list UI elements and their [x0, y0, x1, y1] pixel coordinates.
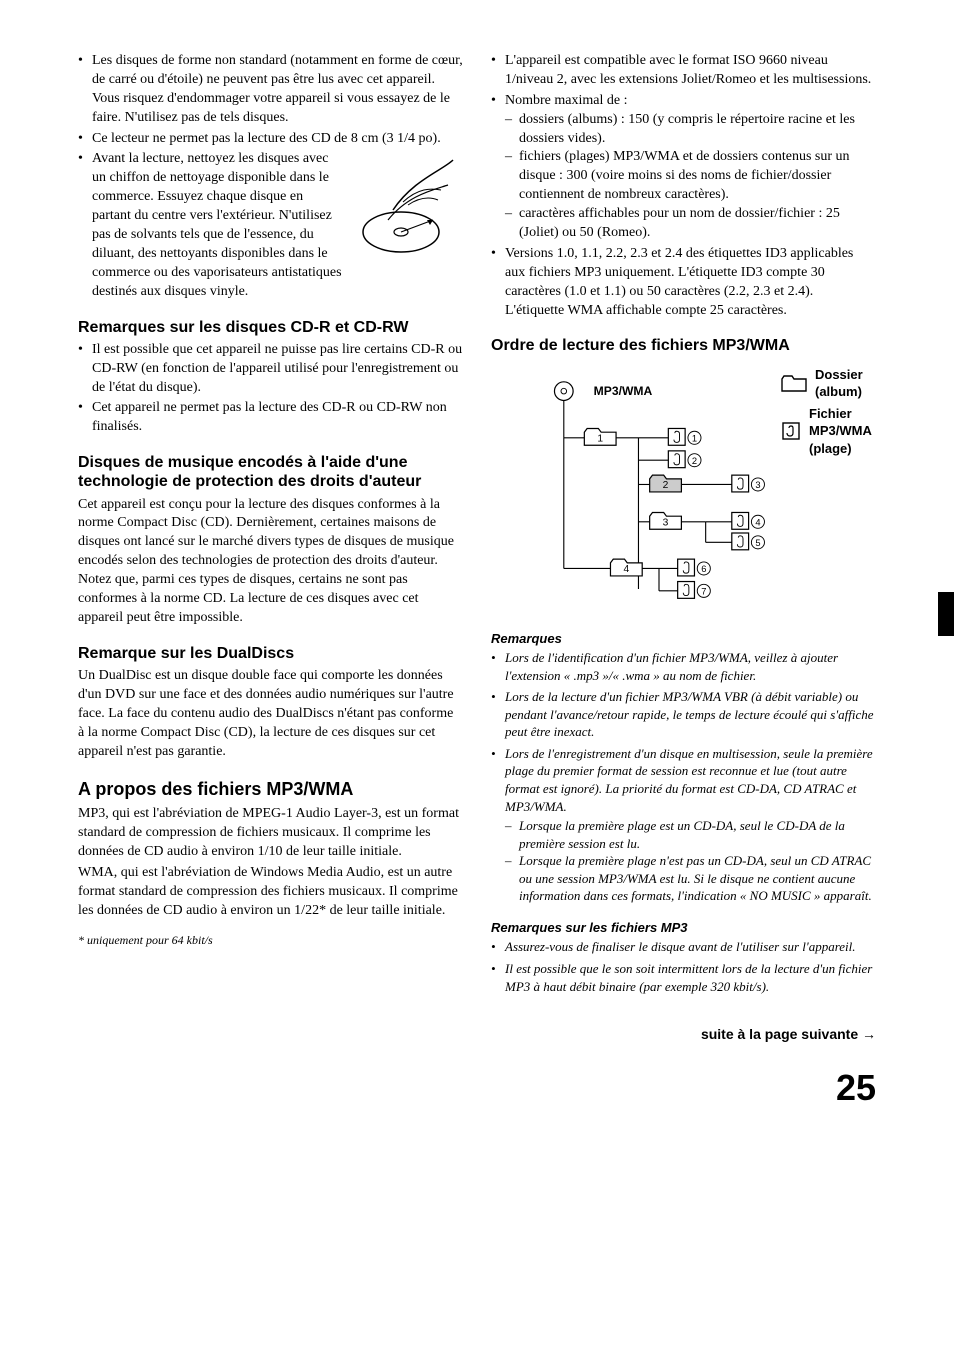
svg-text:MP3/WMA: MP3/WMA — [594, 384, 653, 398]
legend-folder: Dossier (album) — [781, 366, 876, 401]
list-item: caractères affichables pour un nom de do… — [505, 205, 876, 243]
heading-remarks-mp3: Remarques sur les fichiers MP3 — [491, 919, 876, 937]
page-number: 25 — [78, 1064, 876, 1113]
svg-text:2: 2 — [692, 456, 697, 466]
edge-tab-mark — [938, 592, 954, 636]
svg-text:7: 7 — [701, 586, 706, 596]
list-item: Les disques de forme non standard (notam… — [78, 52, 463, 128]
heading-drm: Disques de musique encodés à l'aide d'un… — [78, 453, 463, 491]
disc-cleaning-illustration — [353, 150, 463, 270]
list-item: Avant la lecture, nettoyez les disques a… — [78, 150, 463, 301]
heading-playback-order: Ordre de lecture des fichiers MP3/WMA — [491, 336, 876, 355]
svg-text:1: 1 — [597, 433, 603, 444]
list-item: Lors de l'enregistrement d'un disque en … — [491, 745, 876, 905]
svg-text:6: 6 — [701, 564, 706, 574]
remarks-section: Remarques Lors de l'identification d'un … — [491, 630, 876, 995]
list-item: fichiers (plages) MP3/WMA et de dossiers… — [505, 148, 876, 205]
list-item: Il est possible que le son soit intermit… — [491, 960, 876, 995]
paragraph-wma: WMA, qui est l'abréviation de Windows Me… — [78, 864, 463, 921]
svg-text:1: 1 — [692, 433, 697, 443]
two-column-layout: Les disques de forme non standard (notam… — [78, 52, 876, 1044]
remarks-mp3-list: Assurez-vous de finaliser le disque avan… — [491, 938, 876, 995]
heading-remarks: Remarques — [491, 630, 876, 648]
bullet-text: Lors de l'enregistrement d'un disque en … — [505, 746, 873, 814]
list-item: L'appareil est compatible avec le format… — [491, 52, 876, 90]
folder-icon — [781, 374, 807, 392]
list-item: Lorsque la première plage n'est pas un C… — [505, 852, 876, 905]
svg-text:4: 4 — [755, 517, 760, 527]
svg-text:4: 4 — [623, 564, 629, 575]
heading-mp3wma: A propos des fichiers MP3/WMA — [78, 779, 463, 801]
list-item: Ce lecteur ne permet pas la lecture des … — [78, 130, 463, 149]
cdr-bullet-list: Il est possible que cet appareil ne puis… — [78, 341, 463, 437]
bullet-text: Avant la lecture, nettoyez les disques a… — [92, 151, 342, 298]
max-values-list: dossiers (albums) : 150 (y compris le ré… — [505, 111, 876, 243]
legend-file: Fichier MP3/WMA (plage) — [781, 405, 876, 458]
compat-bullet-list: L'appareil est compatible avec le format… — [491, 52, 876, 320]
svg-text:3: 3 — [755, 480, 760, 490]
heading-dualdisc: Remarque sur les DualDiscs — [78, 644, 463, 663]
paragraph-dualdisc: Un DualDisc est un disque double face qu… — [78, 667, 463, 761]
list-item: Assurez-vous de finaliser le disque avan… — [491, 938, 876, 956]
list-item: Versions 1.0, 1.1, 2.2, 2.3 et 2.4 des é… — [491, 245, 876, 321]
intro-bullet-list: Les disques de forme non standard (notam… — [78, 52, 463, 302]
left-column: Les disques de forme non standard (notam… — [78, 52, 463, 1044]
remarks-list: Lors de l'identification d'un fichier MP… — [491, 649, 876, 905]
paragraph-drm: Cet appareil est conçu pour la lecture d… — [78, 496, 463, 628]
remarks-sublist: Lorsque la première plage est un CD-DA, … — [505, 817, 876, 905]
continue-label: suite à la page suivante — [701, 1026, 858, 1042]
list-item: Cet appareil ne permet pas la lecture de… — [78, 399, 463, 437]
continue-next-page: suite à la page suivante → — [491, 1025, 876, 1044]
list-item: dossiers (albums) : 150 (y compris le ré… — [505, 111, 876, 149]
legend-file-label: Fichier MP3/WMA (plage) — [809, 405, 876, 458]
tree-diagram-block: MP3/WMA 1 1 2 2 3 3 4 5 4 6 7 Dossier (album) Fichi… — [491, 366, 876, 616]
list-item: Lors de la lecture d'un fichier MP3/WMA … — [491, 688, 876, 741]
svg-text:5: 5 — [755, 538, 760, 548]
list-item: Il est possible que cet appareil ne puis… — [78, 341, 463, 398]
folder-tree-diagram: MP3/WMA 1 1 2 2 3 3 4 5 4 6 7 — [491, 366, 771, 616]
legend-folder-label: Dossier (album) — [815, 366, 876, 401]
paragraph-mp3: MP3, qui est l'abréviation de MPEG-1 Aud… — [78, 805, 463, 862]
heading-cdr: Remarques sur les disques CD-R et CD-RW — [78, 318, 463, 337]
list-item: Lors de l'identification d'un fichier MP… — [491, 649, 876, 684]
list-item: Lorsque la première plage est un CD-DA, … — [505, 817, 876, 852]
svg-text:3: 3 — [663, 517, 669, 528]
bullet-text: Nombre maximal de : — [505, 93, 627, 108]
file-icon — [781, 421, 801, 441]
list-item: Nombre maximal de : dossiers (albums) : … — [491, 92, 876, 243]
arrow-right-icon: → — [862, 1026, 876, 1042]
footnote-64kbit: * uniquement pour 64 kbit/s — [78, 932, 463, 948]
right-column: L'appareil est compatible avec le format… — [491, 52, 876, 1044]
svg-text:2: 2 — [663, 480, 669, 491]
tree-legend: Dossier (album) Fichier MP3/WMA (plage) — [781, 366, 876, 462]
